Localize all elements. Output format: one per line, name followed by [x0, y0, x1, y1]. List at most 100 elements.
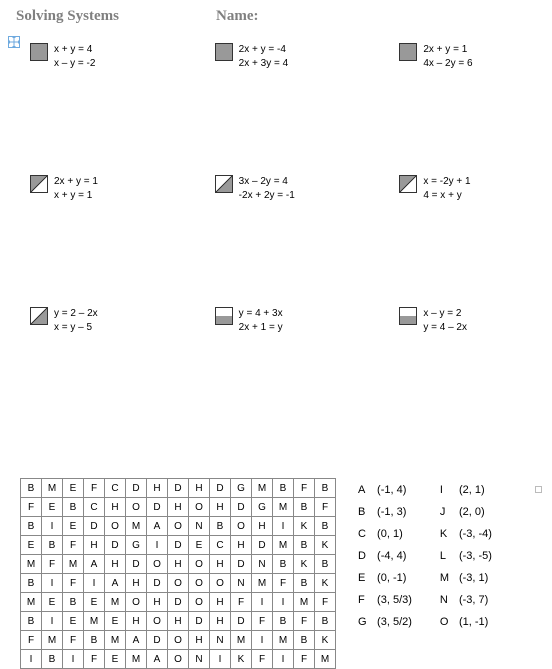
grid-cell: H	[210, 593, 231, 612]
equations: x + y = 4x – y = -2	[54, 43, 95, 71]
equation-1: 3x – 2y = 4	[239, 175, 295, 189]
problem-row: y = 2 – 2xx = y – 5 y = 4 + 3x2x + 1 = y x…	[30, 307, 536, 335]
answer-letter: D	[358, 548, 374, 564]
marker-square	[535, 486, 542, 493]
grid-cell: H	[252, 517, 273, 536]
grid-cell: B	[63, 498, 84, 517]
grid-cell: K	[315, 536, 336, 555]
grid-cell: I	[42, 517, 63, 536]
equation-2: 4 = x + y	[423, 189, 470, 203]
anchor-icon	[8, 36, 20, 48]
answer-item: C (0, 1)	[358, 526, 412, 542]
grid-cell: I	[273, 593, 294, 612]
equation-2: 2x + 1 = y	[239, 321, 283, 335]
grid-cell: O	[126, 498, 147, 517]
grid-cell: F	[63, 536, 84, 555]
answer-item: N (-3, 7)	[440, 592, 492, 608]
grid-cell: G	[252, 498, 273, 517]
grid-cell: C	[84, 498, 105, 517]
equations: y = 2 – 2xx = y – 5	[54, 307, 98, 335]
grid-cell: I	[252, 631, 273, 650]
answer-value: (-1, 4)	[374, 484, 406, 496]
grid-cell: I	[21, 650, 42, 669]
grid-cell: F	[315, 593, 336, 612]
grid-cell: H	[147, 479, 168, 498]
grid-cell: M	[294, 593, 315, 612]
grid-cell: H	[189, 631, 210, 650]
grid-cell: O	[189, 574, 210, 593]
grid-cell: B	[294, 536, 315, 555]
grid-cell: M	[231, 631, 252, 650]
equation-2: 2x + 3y = 4	[239, 57, 288, 71]
grid-cell: F	[273, 574, 294, 593]
grid-cell: E	[63, 479, 84, 498]
grid-cell: E	[63, 517, 84, 536]
grid-cell: E	[42, 498, 63, 517]
answer-value: (2, 1)	[456, 484, 485, 496]
grid-cell: H	[189, 479, 210, 498]
problem-marker	[399, 307, 417, 325]
grid-cell: F	[84, 479, 105, 498]
grid-cell: F	[63, 574, 84, 593]
equation-2: 4x – 2y = 6	[423, 57, 472, 71]
grid-cell: N	[231, 574, 252, 593]
grid-cell: F	[294, 479, 315, 498]
grid-cell: O	[231, 517, 252, 536]
grid-cell: M	[273, 631, 294, 650]
grid-cell: M	[252, 574, 273, 593]
problem: x = -2y + 14 = x + y	[399, 175, 536, 203]
problem-marker	[30, 307, 48, 325]
problem-row: x + y = 4x – y = -22x + y = -42x + 3y = …	[30, 43, 536, 71]
grid-cell: H	[168, 612, 189, 631]
answer-letter: O	[440, 614, 456, 630]
grid-cell: M	[84, 612, 105, 631]
grid-cell: K	[294, 517, 315, 536]
answer-value: (1, -1)	[456, 616, 488, 628]
grid-cell: F	[252, 650, 273, 669]
grid-cell: B	[21, 479, 42, 498]
problem: x + y = 4x – y = -2	[30, 43, 167, 71]
answer-item: I (2, 1)	[440, 482, 492, 498]
equation-1: x = -2y + 1	[423, 175, 470, 189]
grid-cell: I	[273, 517, 294, 536]
grid-cell: O	[105, 517, 126, 536]
grid-cell: M	[126, 650, 147, 669]
grid-cell: I	[147, 536, 168, 555]
grid-cell: F	[294, 650, 315, 669]
grid-cell: O	[189, 555, 210, 574]
grid-cell: B	[273, 555, 294, 574]
grid-cell: B	[315, 555, 336, 574]
grid-cell: O	[168, 517, 189, 536]
grid-cell: O	[168, 631, 189, 650]
grid-cell: M	[273, 536, 294, 555]
answer-letter: F	[358, 592, 374, 608]
grid-cell: M	[21, 593, 42, 612]
grid-cell: E	[189, 536, 210, 555]
grid-cell: D	[147, 574, 168, 593]
grid-cell: M	[105, 593, 126, 612]
grid-cell: F	[231, 593, 252, 612]
answer-value: (-4, 4)	[374, 550, 406, 562]
grid-cell: H	[126, 612, 147, 631]
grid-cell: M	[21, 555, 42, 574]
equation-2: -2x + 2y = -1	[239, 189, 295, 203]
grid-cell: D	[231, 498, 252, 517]
grid-cell: F	[315, 498, 336, 517]
grid-cell: A	[84, 555, 105, 574]
grid-cell: H	[168, 555, 189, 574]
answer-value: (-1, 3)	[374, 506, 406, 518]
answer-item: G (3, 5/2)	[358, 614, 412, 630]
problem: y = 4 + 3x2x + 1 = y	[215, 307, 352, 335]
grid-cell: K	[315, 631, 336, 650]
answer-key: A (-1, 4)B (-1, 3)C (0, 1)D (-4, 4)E (0,…	[358, 478, 492, 669]
answer-item: O (1, -1)	[440, 614, 492, 630]
grid-cell: H	[210, 612, 231, 631]
grid-cell: H	[168, 498, 189, 517]
grid-cell: F	[42, 555, 63, 574]
equation-1: x – y = 2	[423, 307, 467, 321]
grid-cell: B	[42, 536, 63, 555]
grid-cell: D	[210, 479, 231, 498]
grid-cell: D	[126, 479, 147, 498]
grid-cell: G	[231, 479, 252, 498]
grid-cell: B	[294, 498, 315, 517]
